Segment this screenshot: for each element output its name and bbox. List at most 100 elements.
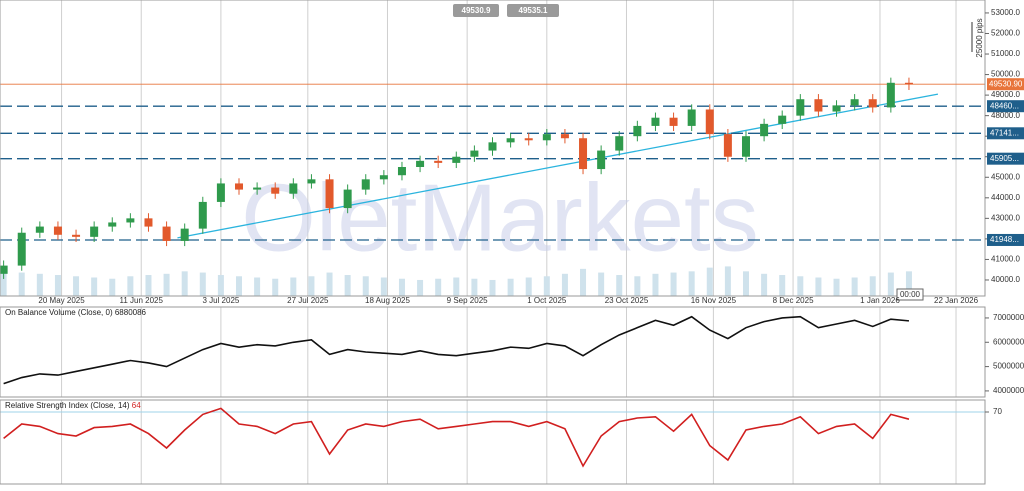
volume-bar	[869, 276, 876, 296]
volume-bar	[362, 276, 369, 296]
candle-body	[524, 138, 533, 141]
candle-body	[850, 99, 859, 106]
candle-body	[271, 187, 280, 194]
candle-body	[343, 189, 352, 209]
candle-body	[470, 150, 479, 157]
volume-bar	[435, 278, 442, 296]
volume-bar	[417, 279, 424, 296]
candle-body	[416, 160, 425, 168]
candle-body	[560, 134, 569, 139]
candle-body	[814, 99, 823, 112]
y-tick-label: 70	[993, 407, 1002, 416]
indicator-line	[3, 315, 910, 385]
x-tick-label: 20 May 2025	[38, 296, 85, 305]
volume-bar	[688, 271, 695, 296]
volume-bar	[290, 277, 297, 296]
candle-body	[723, 134, 732, 157]
y-tick-label: 53000.0	[991, 8, 1020, 17]
volume-bar	[507, 278, 514, 296]
volume-bar	[851, 277, 858, 296]
obv-title: On Balance Volume (Close, 0) 6880086	[5, 308, 147, 317]
y-tick-label: 40000.0	[991, 275, 1020, 284]
candle-body	[741, 136, 750, 157]
y-tick-label: 52000.0	[991, 29, 1020, 38]
rsi-title: Relative Strength Index (Close, 14) 64	[5, 401, 141, 410]
candle-body	[379, 175, 388, 180]
watermark: OletMarkets	[241, 164, 758, 271]
candle-body	[705, 109, 714, 135]
volume-bar	[181, 271, 188, 296]
candle-body	[198, 201, 207, 229]
y-tick-label: 43000.0	[991, 213, 1020, 222]
x-tick-label: 27 Jul 2025	[287, 296, 329, 305]
volume-bar	[326, 272, 333, 296]
volume-bar	[634, 276, 641, 296]
volume-bar	[344, 275, 351, 296]
level-label-box	[987, 233, 1024, 246]
level-label: 45905...	[990, 154, 1019, 163]
candle-body	[452, 156, 461, 163]
obv-title-text: On Balance Volume (Close, 0)	[5, 308, 113, 317]
volume-bar	[561, 273, 568, 296]
candle-body	[253, 187, 262, 190]
volume-bar	[36, 273, 43, 296]
volume-bar	[905, 271, 912, 296]
x-tick-label: 16 Nov 2025	[691, 296, 737, 305]
volume-bar	[453, 277, 460, 296]
price-panel-border	[0, 0, 986, 297]
candle-body	[760, 123, 769, 137]
candle-body	[90, 226, 99, 237]
candle-body	[53, 226, 62, 235]
candle-body	[651, 117, 660, 126]
y-tick-label: 6000000	[993, 337, 1024, 346]
volume-bar	[543, 276, 550, 296]
level-label-box	[987, 127, 1024, 140]
volume-bar	[742, 271, 749, 296]
candle-body	[434, 160, 443, 163]
candle-body	[687, 109, 696, 126]
x-tick-label: 8 Dec 2025	[773, 296, 814, 305]
volume-bar	[308, 276, 315, 296]
volume-bar	[833, 278, 840, 296]
volume-bar	[254, 277, 261, 296]
volume-bar	[163, 273, 170, 296]
x-tick-label: 9 Sep 2025	[447, 296, 488, 305]
time-box	[896, 288, 924, 301]
volume-bar	[217, 275, 224, 296]
candle-body	[832, 105, 841, 112]
candle-body	[886, 82, 895, 108]
x-tick-label: 18 Aug 2025	[365, 296, 410, 305]
candle-body	[868, 99, 877, 108]
rsi-title-text: Relative Strength Index (Close, 14)	[5, 401, 130, 410]
volume-bar	[779, 275, 786, 296]
candle-body	[796, 99, 805, 116]
y-tick-label: 4000000	[993, 386, 1024, 395]
y-tick-label: 44000.0	[991, 193, 1020, 202]
marks-layer	[0, 77, 985, 468]
level-label: 41948...	[990, 235, 1019, 244]
x-tick-label: 11 Jun 2025	[120, 296, 164, 305]
candle-body	[144, 218, 153, 227]
time-label: 00:00	[900, 290, 921, 299]
volume-bar	[652, 273, 659, 296]
volume-bar	[0, 268, 7, 296]
y-tick-label: 7000000	[993, 313, 1024, 322]
candle-body	[904, 82, 913, 85]
volume-bar	[887, 272, 894, 296]
candle-body	[216, 183, 225, 202]
volume-bar	[471, 278, 478, 296]
candle-body	[361, 179, 370, 190]
y-tick-label: 49000.0	[991, 90, 1020, 99]
bid-box	[453, 4, 499, 17]
last-price-box	[987, 78, 1024, 91]
candle-body	[17, 232, 26, 266]
y-tick-label: 51000.0	[991, 49, 1020, 58]
volume-bar	[815, 277, 822, 296]
x-tick-label: 1 Jan 2026	[860, 296, 900, 305]
rsi-panel-border	[0, 399, 986, 485]
obv-panel-border	[0, 306, 986, 398]
volume-bar	[91, 277, 98, 296]
candle-body	[488, 142, 497, 151]
candle-body	[542, 134, 551, 141]
obv-last-value: 6880086	[115, 308, 147, 317]
